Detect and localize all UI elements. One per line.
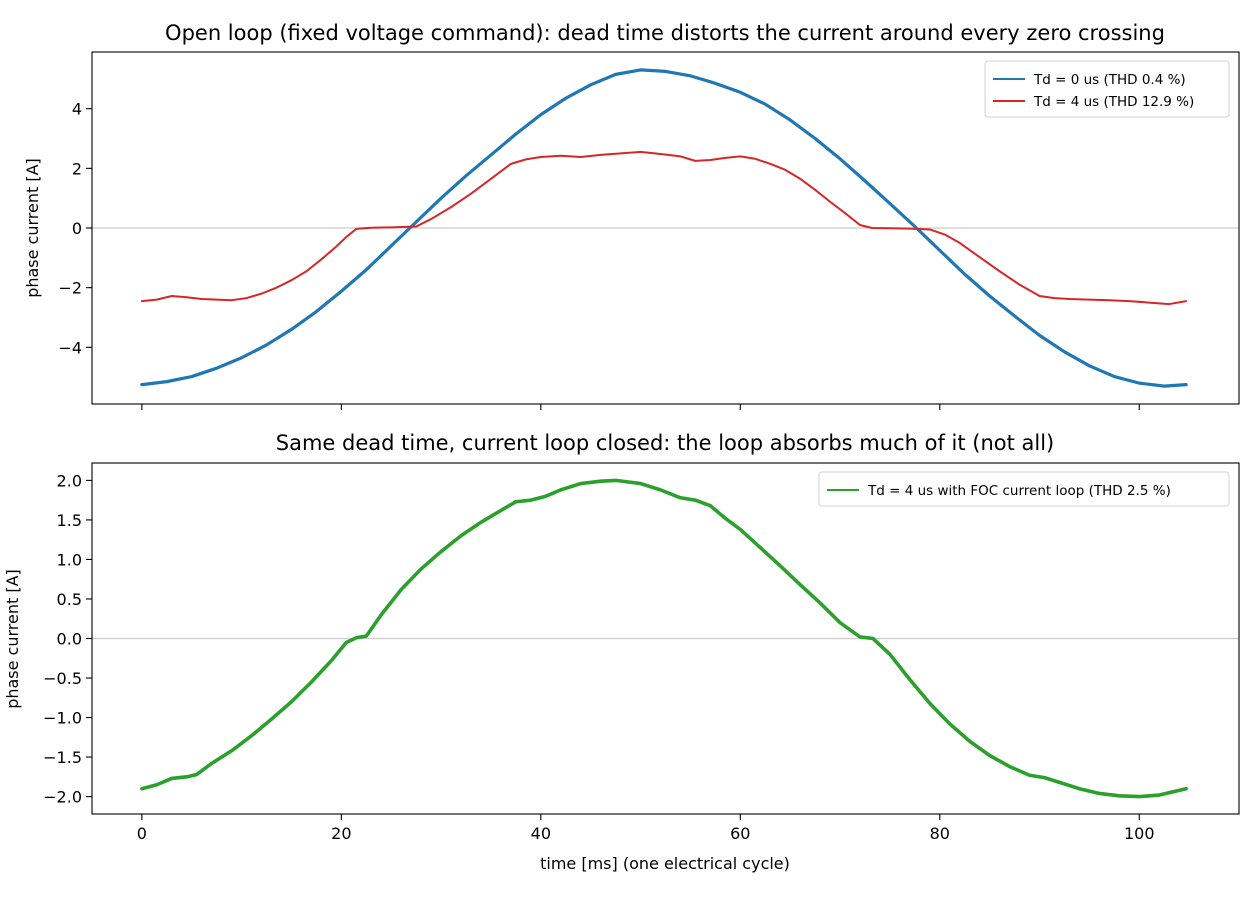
bottom-panel-xlabel: time [ms] (one electrical cycle) xyxy=(540,854,790,873)
top-panel-legend: Td = 0 us (THD 0.4 %) Td = 4 us (THD 12.9… xyxy=(984,60,1230,118)
x-tick-label: 60 xyxy=(730,824,750,843)
top-panel-axes: −4 −2 0 2 4 xyxy=(58,100,1239,410)
bottom-panel-legend: Td = 4 us with FOC current loop (THD 2.5… xyxy=(818,471,1230,507)
top-panel-frame xyxy=(91,51,1240,405)
y-tick-label: −1.5 xyxy=(43,748,82,767)
legend-entry: Td = 4 us (THD 12.9 %) xyxy=(1033,94,1194,110)
top-panel-ylabel: phase current [A] xyxy=(23,158,42,298)
x-tick-label: 40 xyxy=(531,824,551,843)
bottom-panel-ylabel: phase current [A] xyxy=(3,569,22,709)
bottom-panel: Same dead time, current loop closed: the… xyxy=(3,431,1240,873)
x-tick-label: 0 xyxy=(137,824,147,843)
y-tick-label: −4 xyxy=(58,338,82,357)
y-tick-label: −2 xyxy=(58,279,82,298)
y-tick-label: 2 xyxy=(72,159,82,178)
y-tick-label: 1.0 xyxy=(57,550,82,569)
x-tick-label: 20 xyxy=(331,824,351,843)
x-tick-label: 100 xyxy=(1124,824,1155,843)
legend-entry: Td = 4 us with FOC current loop (THD 2.5… xyxy=(867,483,1171,499)
y-tick-label: −2.0 xyxy=(43,788,82,807)
x-tick-label: 80 xyxy=(930,824,950,843)
y-tick-label: −0.5 xyxy=(43,669,82,688)
bottom-panel-axes: 0 20 40 60 80 100 −2.0 −1.5 −1.0 −0.5 0.0 0.5 1.0 1.5… xyxy=(43,471,1239,843)
legend-entry: Td = 0 us (THD 0.4 %) xyxy=(1033,72,1186,88)
y-tick-label: 0 xyxy=(72,219,82,238)
y-tick-label: 2.0 xyxy=(57,471,82,490)
series-line-1 xyxy=(140,478,1188,799)
top-panel-series xyxy=(140,68,1188,388)
y-tick-label: 1.5 xyxy=(57,511,82,530)
series-line-2 xyxy=(140,150,1188,306)
top-panel: Open loop (fixed voltage command): dead … xyxy=(23,21,1240,410)
y-tick-label: −1.0 xyxy=(43,709,82,728)
y-tick-label: 0.5 xyxy=(57,590,82,609)
bottom-panel-frame xyxy=(91,462,1240,815)
legend-box xyxy=(818,471,1230,507)
y-tick-label: 0.0 xyxy=(57,630,82,649)
bottom-panel-series xyxy=(140,478,1188,799)
series-line-1 xyxy=(140,68,1188,388)
legend-box xyxy=(984,60,1230,118)
bottom-panel-title: Same dead time, current loop closed: the… xyxy=(276,431,1055,455)
top-panel-title: Open loop (fixed voltage command): dead … xyxy=(165,21,1165,45)
y-tick-label: 4 xyxy=(72,100,82,119)
